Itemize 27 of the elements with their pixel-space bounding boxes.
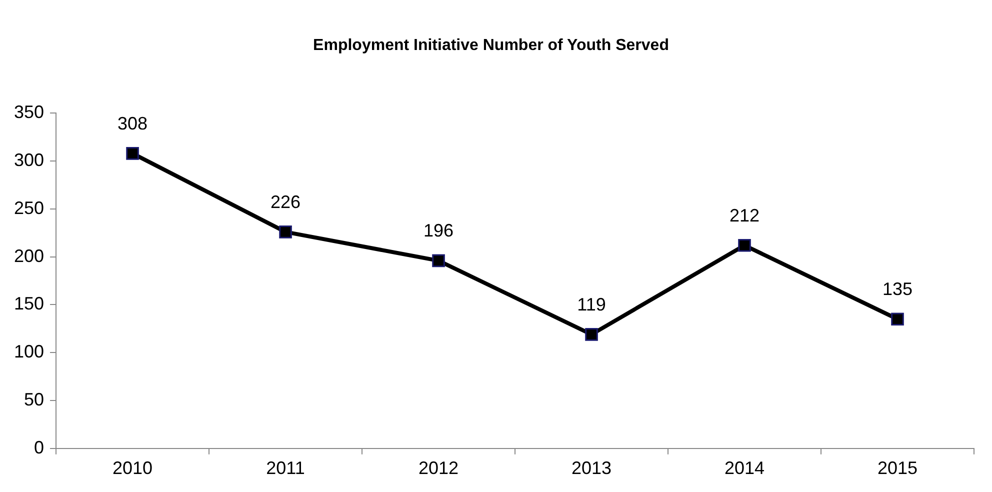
point <box>738 238 751 252</box>
y-tick-label: 0 <box>34 437 44 458</box>
data-label: 196 <box>423 220 454 241</box>
chart-title: Employment Initiative Number of Youth Served <box>313 37 669 54</box>
data-label: 226 <box>270 192 301 212</box>
x-tick-label: 2011 <box>266 458 305 478</box>
x-tick-label: 2013 <box>571 458 612 478</box>
y-tick-label: 150 <box>14 294 44 314</box>
x-tick-label: 2010 <box>112 458 153 478</box>
y-tick-label: 250 <box>14 198 44 218</box>
x-tick-label: 2012 <box>418 458 459 478</box>
data-label: 212 <box>729 205 760 226</box>
x-tick-label: 2015 <box>877 458 918 478</box>
y-tick-label: 50 <box>24 389 44 410</box>
y-tick-label: 300 <box>14 150 44 170</box>
y-tick-label: 350 <box>14 102 44 122</box>
y-tick-label: 100 <box>14 342 44 362</box>
data-label: 308 <box>118 113 148 134</box>
point <box>126 147 139 160</box>
x-tick-label: 2014 <box>724 458 765 478</box>
point <box>279 226 292 238</box>
y-tick-label: 200 <box>14 246 44 266</box>
point <box>585 328 598 341</box>
point <box>432 254 445 268</box>
data-label: 119 <box>577 294 606 314</box>
point <box>891 312 904 326</box>
data-label: 135 <box>882 279 913 300</box>
